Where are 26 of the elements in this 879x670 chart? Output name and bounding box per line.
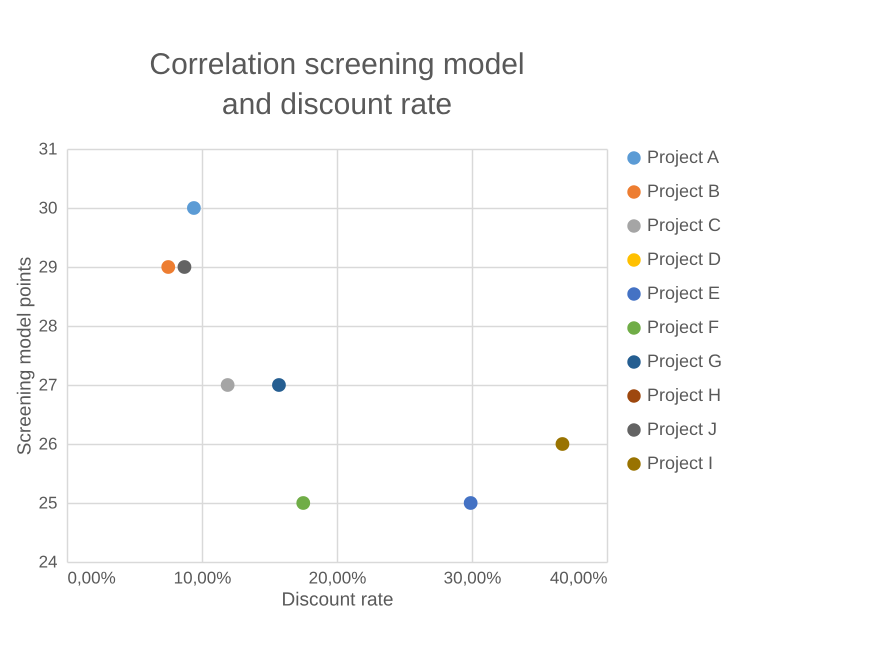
legend-label: Project H [647, 385, 722, 405]
y-tick-label: 27 [38, 376, 58, 394]
legend-label: Project D [647, 249, 722, 269]
y-tick-label: 29 [38, 258, 58, 276]
x-tick-label: 0,00% [68, 568, 116, 588]
chart-title: Correlation screening model and discount rate [149, 48, 525, 121]
legend-label: Project C [647, 215, 722, 235]
legend-label: Project B [647, 181, 720, 201]
y-tick-label: 28 [38, 316, 58, 336]
x-tick-label: 40,00% [550, 568, 608, 588]
legend-label: Project J [647, 419, 718, 439]
x-tick-label: 10,00% [174, 568, 232, 588]
x-tick-label: 20,00% [308, 568, 366, 588]
legend-label: Project G [647, 351, 722, 371]
legend-label: Project A [647, 147, 720, 167]
y-tick-label: 26 [38, 434, 58, 454]
legend-label: Project E [647, 283, 720, 303]
legend-label: Project I [647, 453, 714, 473]
x-tick-label: 30,00% [444, 568, 502, 588]
y-tick-label: 31 [38, 140, 58, 158]
y-tick-label: 25 [38, 494, 58, 512]
y-axis-title: Screening model points [14, 256, 36, 456]
x-axis-title: Discount rate [282, 590, 394, 610]
y-tick-label: 30 [38, 198, 58, 218]
legend-label: Project F [647, 317, 720, 337]
y-tick-label: 24 [38, 552, 58, 572]
